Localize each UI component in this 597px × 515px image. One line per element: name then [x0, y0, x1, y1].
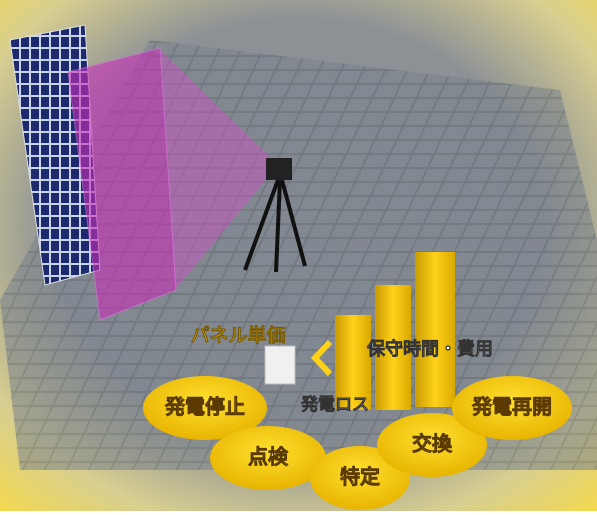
step-label: 交換: [412, 432, 453, 456]
tripod: [243, 179, 307, 273]
panel-box: [264, 345, 296, 385]
step-oval: [310, 446, 410, 510]
camera: [266, 158, 292, 180]
step-label: 点検: [248, 445, 289, 469]
camera-beam: [160, 50, 278, 290]
loss-label: 発電ロス: [300, 394, 369, 415]
step-label: 発電停止: [164, 395, 245, 419]
maintenance-label: 保守時間・費用: [366, 338, 493, 360]
panel-price-label: パネル単価: [190, 324, 285, 347]
step-oval: [143, 376, 267, 440]
bar-chart: [335, 252, 455, 410]
thermal-image: [67, 47, 177, 321]
chevron: [310, 339, 333, 377]
step-label: 特定: [340, 465, 380, 489]
step-oval: [210, 426, 326, 490]
step-oval: [452, 376, 572, 440]
step-oval: [377, 413, 487, 477]
step-label: 発電再開: [471, 395, 552, 419]
